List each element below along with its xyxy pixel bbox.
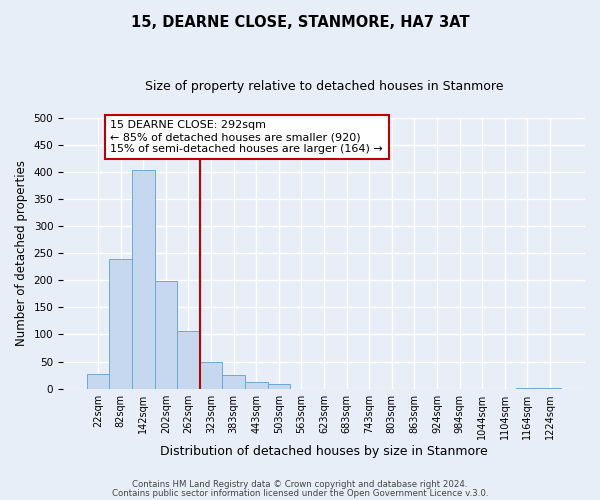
Bar bbox=[223, 375, 245, 388]
Y-axis label: Number of detached properties: Number of detached properties bbox=[15, 160, 28, 346]
Bar bbox=[87, 374, 109, 388]
Bar bbox=[268, 384, 290, 388]
Bar bbox=[132, 170, 155, 388]
Text: Contains public sector information licensed under the Open Government Licence v.: Contains public sector information licen… bbox=[112, 488, 488, 498]
Bar bbox=[109, 258, 132, 388]
Text: Contains HM Land Registry data © Crown copyright and database right 2024.: Contains HM Land Registry data © Crown c… bbox=[132, 480, 468, 489]
Bar bbox=[200, 362, 223, 388]
Text: 15 DEARNE CLOSE: 292sqm
← 85% of detached houses are smaller (920)
15% of semi-d: 15 DEARNE CLOSE: 292sqm ← 85% of detache… bbox=[110, 120, 383, 154]
Title: Size of property relative to detached houses in Stanmore: Size of property relative to detached ho… bbox=[145, 80, 503, 93]
Text: 15, DEARNE CLOSE, STANMORE, HA7 3AT: 15, DEARNE CLOSE, STANMORE, HA7 3AT bbox=[131, 15, 469, 30]
Bar bbox=[155, 281, 177, 388]
Bar bbox=[245, 382, 268, 388]
X-axis label: Distribution of detached houses by size in Stanmore: Distribution of detached houses by size … bbox=[160, 444, 488, 458]
Bar bbox=[177, 330, 200, 388]
